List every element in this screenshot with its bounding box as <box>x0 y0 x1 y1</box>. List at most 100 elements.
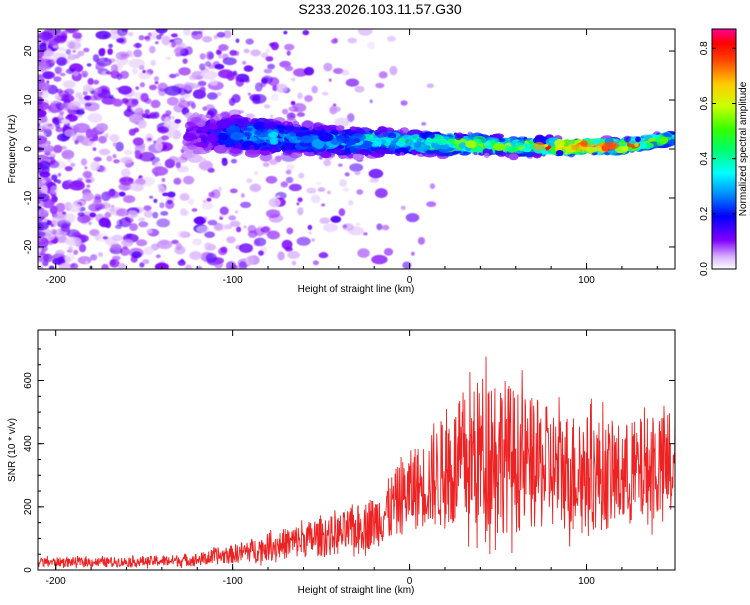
spectrogram-cell <box>128 58 146 68</box>
spectrogram-cell <box>108 43 113 49</box>
spectrogram-ytick-label: -10 <box>23 190 34 205</box>
spectrogram-cell <box>61 94 75 103</box>
spectrogram-cell <box>337 145 344 149</box>
spectrogram-cell <box>87 78 94 85</box>
spectrogram-cell <box>93 79 100 85</box>
spectrogram-cell <box>192 112 200 118</box>
spectrogram-ytick-label: 10 <box>23 94 34 106</box>
spectrogram-cell <box>200 136 208 142</box>
spectrogram-cell <box>244 149 261 158</box>
spectrogram-cell <box>355 222 361 226</box>
spectrogram-cell <box>472 135 487 144</box>
spectrogram-cell <box>268 144 278 154</box>
spectrogram-cell <box>235 210 239 214</box>
spectrogram-cell <box>72 32 83 39</box>
spectrogram-cell <box>41 179 47 184</box>
spectrogram-cell <box>131 91 136 96</box>
colorbar-tick-label: 0.4 <box>699 151 710 165</box>
spectrogram-cell <box>276 83 288 94</box>
spectrogram-cell <box>65 29 76 34</box>
spectrogram-cell <box>284 65 294 72</box>
spectrogram-cell <box>265 119 270 124</box>
spectrogram-cell <box>504 145 511 151</box>
spectrogram-cell <box>254 82 263 92</box>
spectrogram-marks <box>38 29 675 269</box>
snr-plot-area <box>38 330 675 570</box>
spectrogram-cell <box>175 242 183 251</box>
spectrogram-cell <box>269 159 278 165</box>
spectrogram-cell <box>72 49 76 53</box>
spectrogram-cell <box>74 139 79 145</box>
spectrogram-cell <box>112 98 123 107</box>
spectrogram-cell <box>59 72 66 77</box>
spectrogram-cell <box>192 238 203 246</box>
spectrogram-cell <box>153 76 160 82</box>
spectrogram-cell <box>236 118 249 126</box>
spectrogram-cell <box>52 215 66 224</box>
spectrogram-cell <box>189 145 197 150</box>
spectrogram-cell <box>132 137 144 146</box>
spectrogram-cell <box>196 266 203 269</box>
spectrogram-cell <box>253 239 260 247</box>
spectrogram-cell <box>124 98 138 108</box>
spectrogram-cell <box>296 236 311 246</box>
spectrogram-cell <box>257 225 263 230</box>
spectrogram-cell <box>68 246 74 252</box>
spectrogram-cell <box>98 148 111 156</box>
spectrogram-cell <box>201 29 205 32</box>
spectrogram-cell <box>38 215 44 223</box>
spectrogram-cell <box>113 159 120 164</box>
spectrogram-cell <box>341 69 350 76</box>
spectrogram-cell <box>132 67 138 75</box>
spectrogram-cell <box>286 50 291 56</box>
spectrogram-cell <box>396 140 406 147</box>
spectrogram-xtick-label: -100 <box>223 275 243 286</box>
spectrogram-cell <box>245 38 254 45</box>
spectrogram-cell <box>217 186 222 192</box>
spectrogram-cell <box>315 181 322 186</box>
spectrogram-cell <box>311 139 325 148</box>
spectrogram-cell <box>216 31 226 38</box>
spectrogram-cell <box>40 117 48 123</box>
spectrogram-cell <box>323 223 338 232</box>
spectrogram-cell <box>402 261 412 269</box>
spectrogram-cell <box>85 128 94 139</box>
spectrogram-cell <box>83 84 92 93</box>
spectrogram-cell <box>187 100 195 106</box>
spectrogram-cell <box>170 33 178 38</box>
spectrogram-cell <box>268 197 281 208</box>
spectrogram-cell <box>576 143 580 147</box>
spectrogram-cell <box>38 241 42 247</box>
spectrogram-cell <box>53 76 62 82</box>
spectrogram-cell <box>64 166 73 172</box>
spectrogram-cell <box>261 78 269 84</box>
spectrogram-cell <box>156 239 173 250</box>
spectrogram-cell <box>175 48 186 55</box>
spectrogram-cell <box>508 153 519 161</box>
spectrogram-ytick-label: -20 <box>23 239 34 254</box>
spectrogram-cell <box>246 178 253 183</box>
spectrogram-cell <box>183 175 195 185</box>
spectrogram-frame <box>37 28 676 270</box>
spectrogram-cell <box>219 214 225 219</box>
spectrogram-cell <box>204 61 212 67</box>
spectrogram-cell <box>89 212 97 218</box>
spectrogram-cell <box>267 63 275 70</box>
spectrogram-cell <box>241 193 245 198</box>
snr-ytick-label: 200 <box>23 498 34 515</box>
spectrogram-cell <box>402 134 412 140</box>
snr-ytick-label: 400 <box>23 435 34 452</box>
spectrogram-cell <box>135 86 139 90</box>
spectrogram-cell <box>50 223 54 227</box>
snr-frame <box>37 329 676 571</box>
spectrogram-cell <box>426 137 432 142</box>
spectrogram-cell <box>138 35 145 41</box>
spectrogram-cell <box>155 29 168 34</box>
spectrogram-cell <box>206 197 212 202</box>
spectrogram-cell <box>389 65 398 76</box>
spectrogram-cell <box>104 133 109 139</box>
spectrogram-cell <box>345 129 355 136</box>
spectrogram-cell <box>137 119 147 129</box>
spectrogram-cell <box>89 95 98 101</box>
spectrogram-cell <box>271 93 279 102</box>
